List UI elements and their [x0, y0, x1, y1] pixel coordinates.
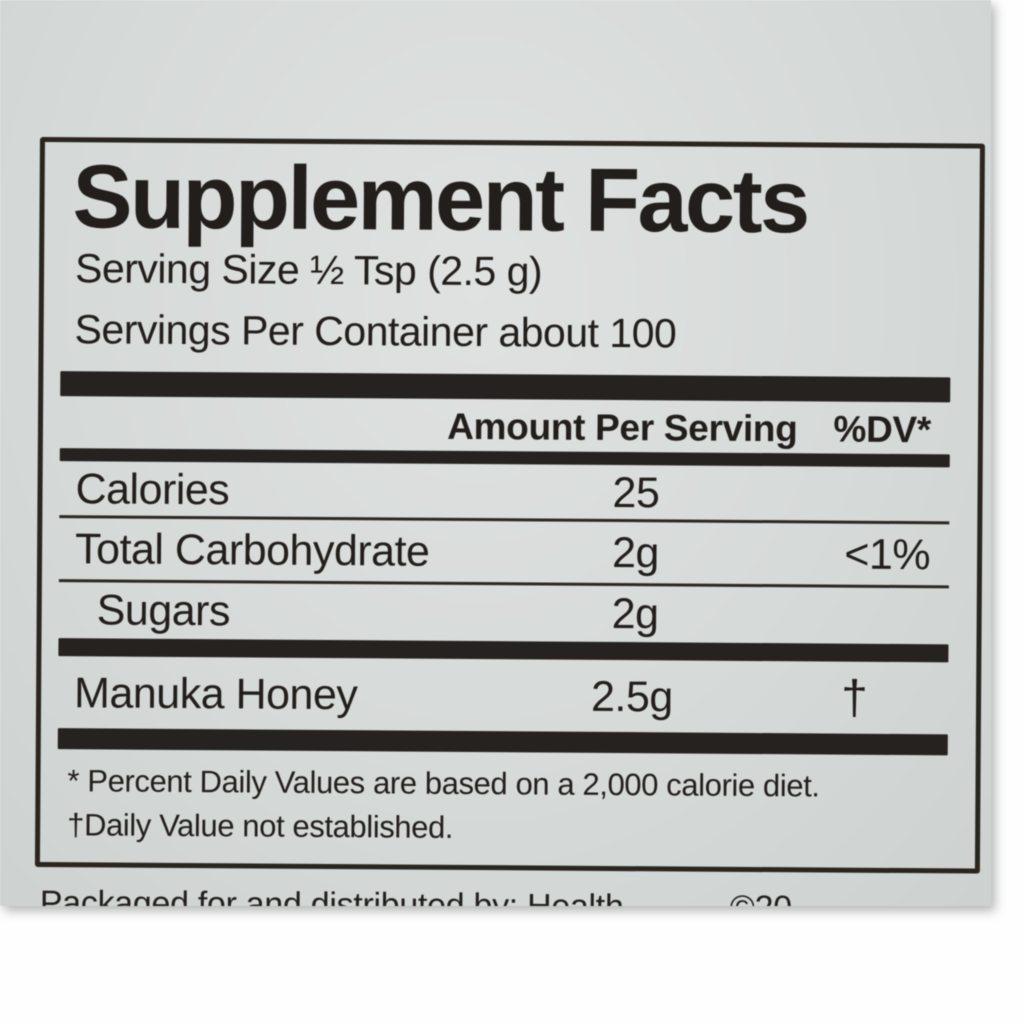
- row-total-carbohydrate: Total Carbohydrate 2g <1%: [42, 520, 977, 586]
- nutrient-amount: 2g: [611, 529, 660, 578]
- nutrient-name: Total Carbohydrate: [74, 525, 430, 576]
- nutrient-name: Sugars: [96, 586, 231, 636]
- percent-dv-header: %DV*: [833, 408, 932, 451]
- bottom-cutoff-text: Packaged for and distributed by: Health …: [40, 884, 960, 906]
- row-sugars: Sugars 2g: [42, 583, 977, 645]
- supplement-facts-title: Supplement Facts: [72, 147, 809, 253]
- distributor-text-fragment: Packaged for and distributed by: Health: [39, 884, 624, 906]
- nutrient-dv: <1%: [844, 530, 931, 580]
- thick-divider-top: [60, 371, 951, 403]
- copyright-fragment: ©20: [730, 889, 792, 906]
- nutrient-amount: 2g: [611, 590, 659, 639]
- nutrient-name: Calories: [75, 465, 230, 515]
- ingredient-amount: 2.5g: [590, 672, 673, 722]
- dagger-symbol: †: [840, 671, 868, 725]
- footnote-daily-value-not-established: †Daily Value not established.: [67, 807, 454, 845]
- servings-per-container-line: Servings Per Container about 100: [74, 306, 677, 357]
- serving-size-line: Serving Size ½ Tsp (2.5 g): [74, 245, 543, 295]
- label-sheet: Supplement Facts Serving Size ½ Tsp (2.5…: [0, 0, 991, 906]
- row-calories: Calories 25: [42, 462, 977, 523]
- footnote-percent-daily-values: * Percent Daily Values are based on a 2,…: [67, 763, 820, 804]
- nutrient-amount: 25: [612, 469, 660, 518]
- column-header-row: Amount Per Serving %DV*: [60, 401, 931, 453]
- row-manuka-honey: Manuka Honey 2.5g †: [41, 658, 976, 735]
- ingredient-name: Manuka Honey: [73, 669, 358, 720]
- supplement-facts-panel: Supplement Facts Serving Size ½ Tsp (2.5…: [34, 137, 985, 874]
- amount-per-serving-header: Amount Per Serving: [447, 405, 798, 450]
